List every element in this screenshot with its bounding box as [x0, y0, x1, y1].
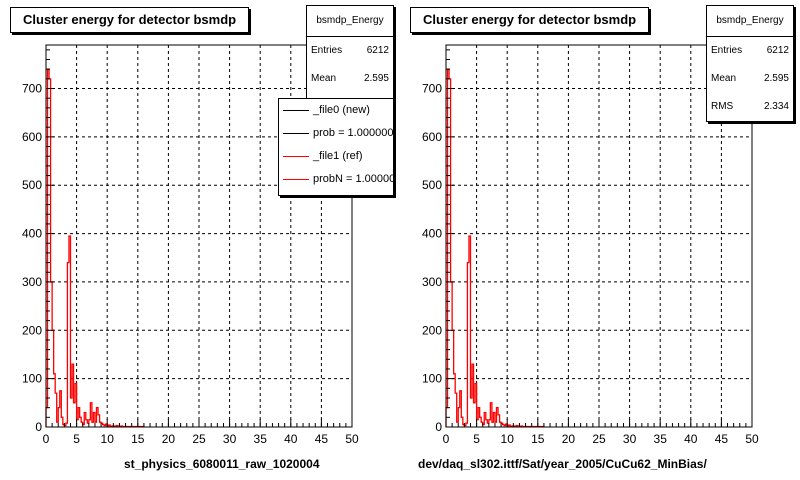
legend-line-file1: [283, 156, 309, 157]
left-x-tick-label-7: 35: [254, 432, 268, 446]
right-y-tick-label-7: 700: [422, 82, 442, 96]
right-x-tick-label-7: 35: [654, 432, 668, 446]
right-chart-title: Cluster energy for detector bsmdp: [410, 7, 650, 33]
legend-entry-prob: prob = 1.000000: [279, 122, 393, 145]
right-stats-name: bsmdp_Energy: [707, 6, 793, 37]
left-y-tick-label-0: 0: [35, 420, 42, 434]
right-x-tick-label-9: 45: [715, 432, 729, 446]
left-y-tick-label-7: 700: [22, 82, 42, 96]
right-x-tick-label-0: 0: [443, 432, 450, 446]
right-y-tick-label-2: 200: [422, 323, 442, 337]
left-y-tick-label-5: 500: [22, 178, 42, 192]
left-x-tick-label-9: 45: [315, 432, 329, 446]
right-y-tick-label-3: 300: [422, 275, 442, 289]
left-x-tick-label-10: 50: [345, 432, 359, 446]
legend-line-file0: [283, 110, 309, 111]
right-stats-box: bsmdp_Energy Entries 6212 Mean 2.595 RMS…: [706, 5, 794, 122]
left-legend: _file0 (new) prob = 1.000000 _file1 (ref…: [278, 98, 394, 196]
left-stats-entries-label: Entries: [311, 45, 343, 56]
right-histogram-panel: 0 5 10 15 20 25 30 35 40 45 50 0 100 200 300 400 500 600 7…: [400, 0, 800, 480]
left-stats-mean-value: 2.595: [363, 73, 389, 84]
legend-entry-file0: _file0 (new): [279, 99, 393, 122]
right-x-tick-label-5: 25: [592, 432, 606, 446]
right-x-tick-label-4: 20: [562, 432, 576, 446]
left-x-tick-label-0: 0: [43, 432, 50, 446]
right-stats-entries-label: Entries: [711, 45, 743, 56]
right-y-tick-label-4: 400: [422, 227, 442, 241]
right-x-tick-label-10: 50: [745, 432, 759, 446]
legend-label-file1: _file1 (ref): [313, 150, 363, 162]
legend-line-probn: [283, 179, 309, 180]
right-histogram-plot: 0 5 10 15 20 25 30 35 40 45 5001002003004005006007…: [422, 44, 759, 446]
left-chart-title: Cluster energy for detector bsmdp: [10, 7, 250, 33]
left-x-tick-label-3: 15: [131, 432, 145, 446]
left-y-tick-label-1: 100: [22, 372, 42, 386]
left-x-tick-label-8: 40: [284, 432, 298, 446]
right-x-tick-label-3: 15: [531, 432, 545, 446]
left-histogram-panel: 0 5 10 15 20 25 30 35 40 45 50 0 100 200 300 400 500 600 7…: [10, 5, 394, 471]
left-x-tick-label-4: 20: [162, 432, 176, 446]
left-x-tick-label-5: 25: [192, 432, 206, 446]
left-x-tick-label-6: 30: [223, 432, 237, 446]
right-stats-rms-value: 2.334: [763, 101, 789, 112]
right-stats-mean-value: 2.595: [763, 73, 789, 84]
right-y-tick-label-6: 600: [422, 130, 442, 144]
legend-line-prob: [283, 133, 309, 134]
left-y-tick-label-2: 200: [22, 323, 42, 337]
legend-label-file0: _file0 (new): [313, 104, 370, 116]
left-y-tick-label-6: 600: [22, 130, 42, 144]
left-stats-entries-value: 6212: [366, 45, 389, 56]
left-stats-mean-label: Mean: [311, 73, 337, 84]
right-x-tick-label-1: 5: [473, 432, 480, 446]
right-stats-entries-value: 6212: [766, 45, 789, 56]
right-x-axis-title: dev/daq_sl302.ittf/Sat/year_2005/CuCu62_…: [418, 457, 707, 471]
left-stats-name: bsmdp_Energy: [307, 6, 393, 37]
legend-entry-file1: _file1 (ref): [279, 145, 393, 168]
left-y-tick-label-3: 300: [22, 275, 42, 289]
right-stats-mean-row: Mean 2.595: [707, 65, 793, 93]
right-stats-mean-label: Mean: [711, 73, 737, 84]
left-stats-mean-row: Mean 2.595: [307, 65, 393, 93]
right-x-tick-label-2: 10: [501, 432, 515, 446]
right-y-tick-label-1: 100: [422, 372, 442, 386]
legend-entry-probn: probN = 1.000000: [279, 168, 393, 191]
left-x-tick-label-2: 10: [101, 432, 115, 446]
legend-label-probn: probN = 1.000000: [313, 173, 394, 185]
right-x-tick-label-6: 30: [623, 432, 637, 446]
right-y-tick-label-5: 500: [422, 178, 442, 192]
left-y-tick-label-4: 400: [22, 227, 42, 241]
legend-label-prob: prob = 1.000000: [313, 127, 394, 139]
left-x-axis-title: st_physics_6080011_raw_1020004: [124, 457, 320, 471]
right-y-tick-label-0: 0: [435, 420, 442, 434]
left-stats-entries-row: Entries 6212: [307, 37, 393, 65]
right-stats-rms-row: RMS 2.334: [707, 93, 793, 121]
right-stats-entries-row: Entries 6212: [707, 37, 793, 65]
left-x-tick-label-1: 5: [73, 432, 80, 446]
right-stats-rms-label: RMS: [711, 101, 734, 112]
right-x-tick-label-8: 40: [684, 432, 698, 446]
